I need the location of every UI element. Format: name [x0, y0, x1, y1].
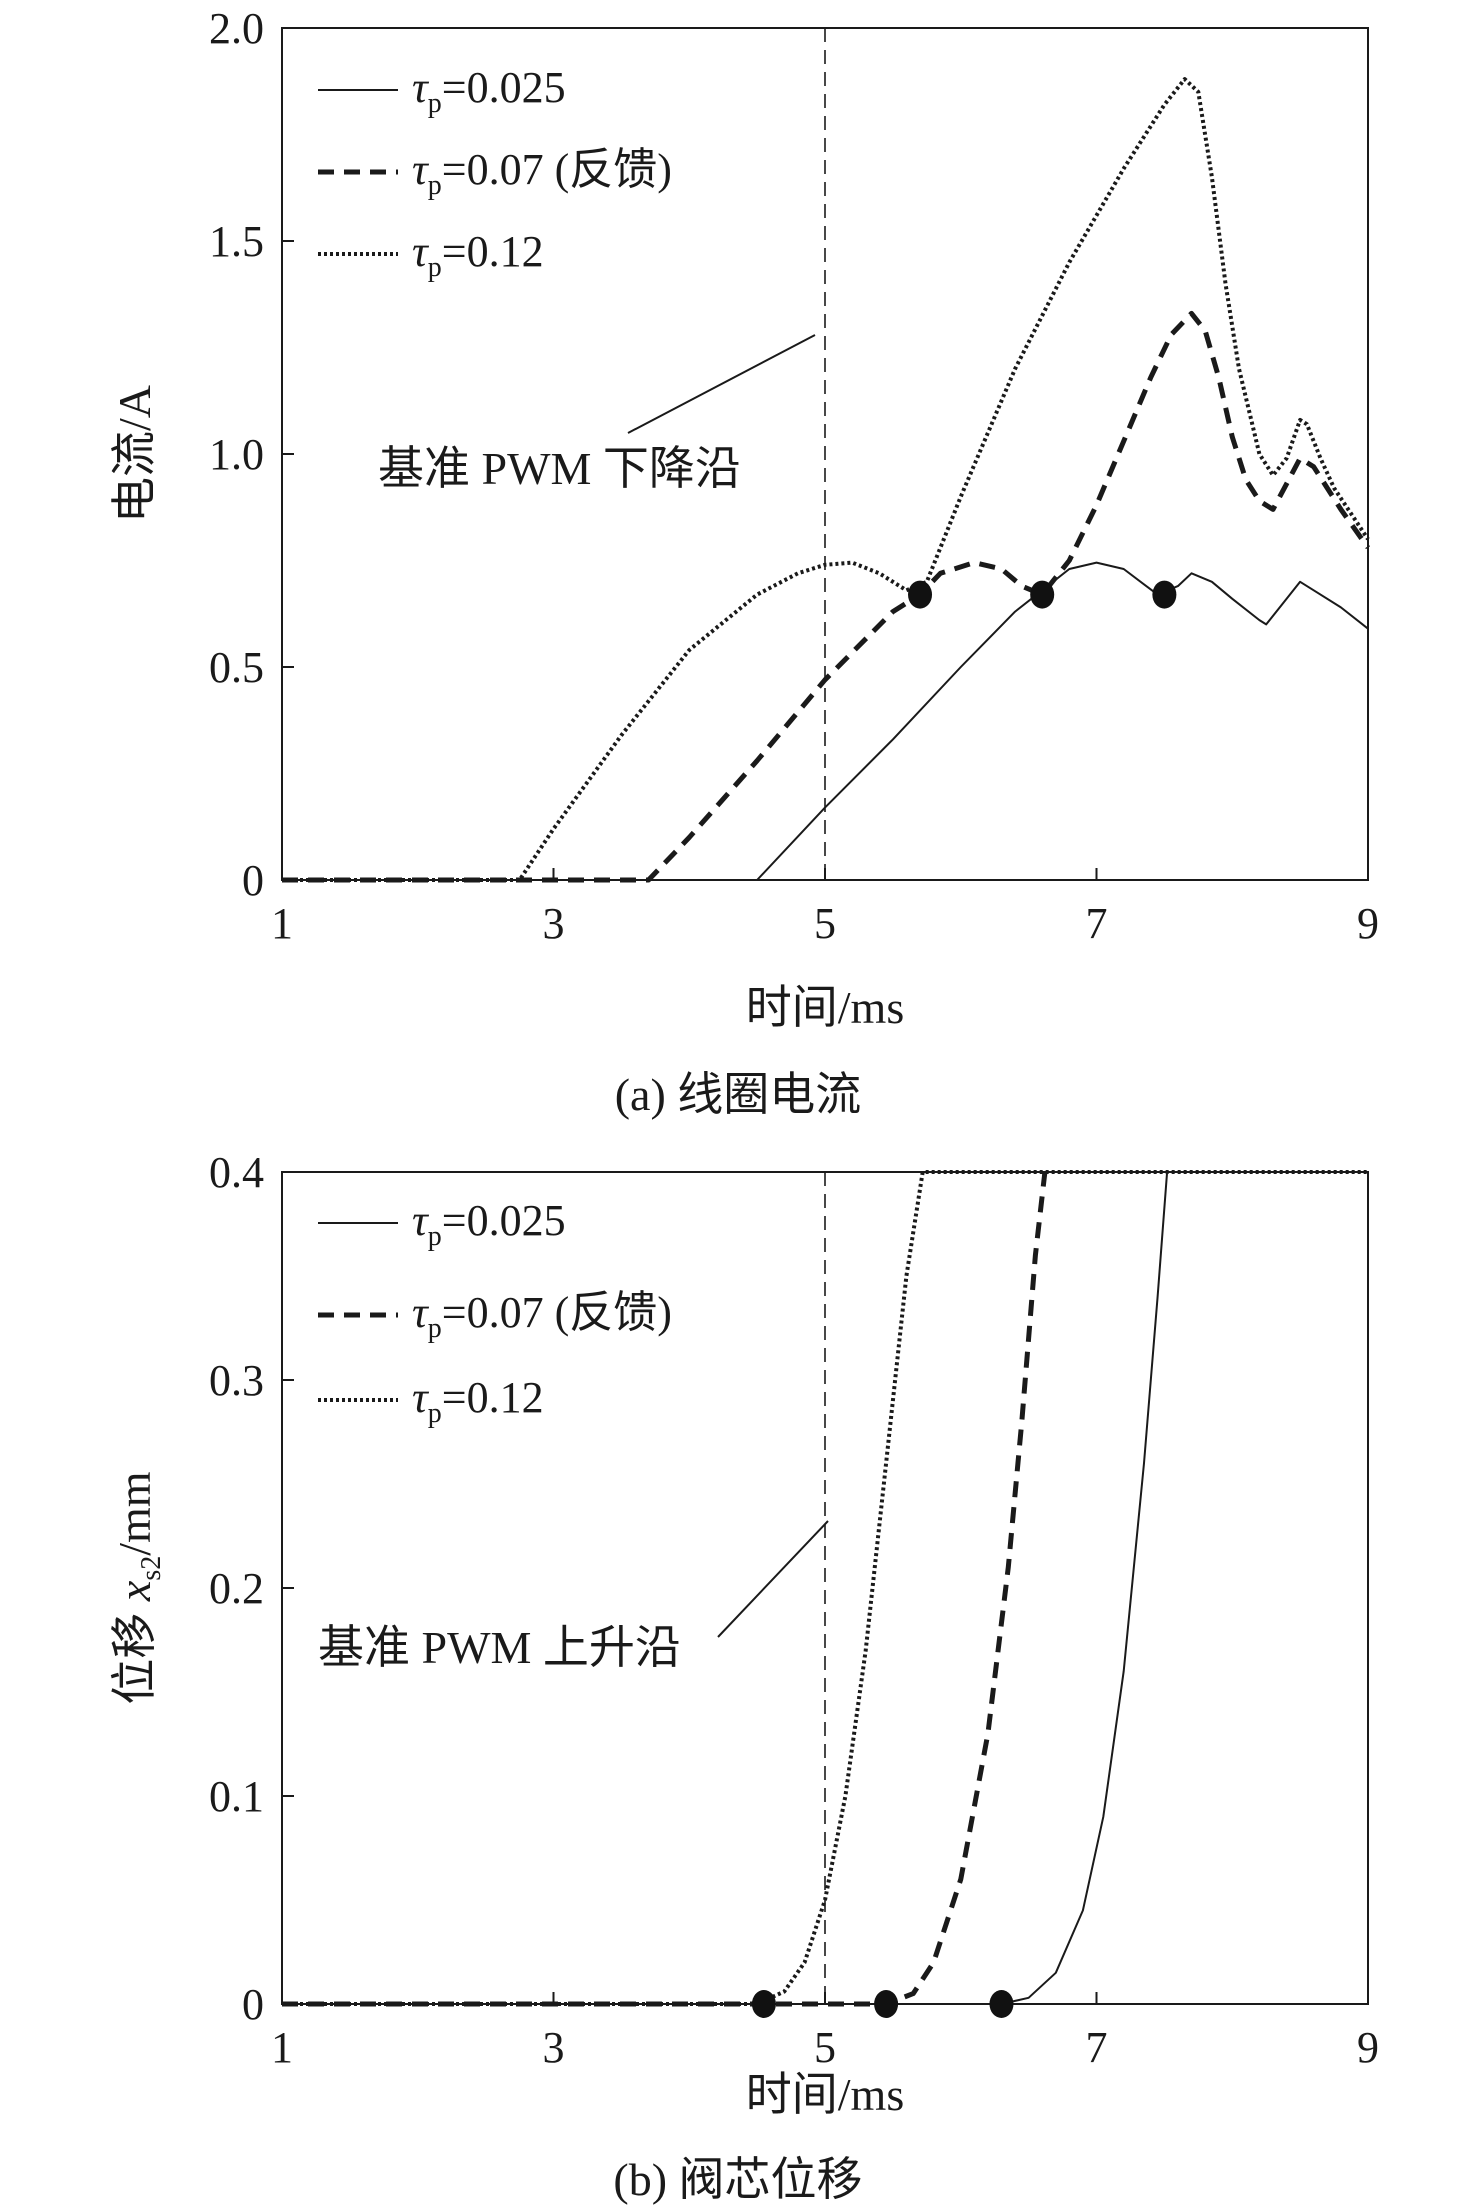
y-tick-label-b-2: 0.2 [209, 1564, 264, 1613]
legend-entry-b-2: τp=0.07 (反馈) [412, 1288, 672, 1344]
marker-a-2 [1152, 580, 1177, 609]
legend-b: τp=0.025 τp=0.07 (反馈) τp=0.12 [318, 1196, 672, 1429]
y-tick-label-a-1: 0.5 [209, 643, 264, 692]
series-group-b [282, 1170, 1368, 2007]
x-tick-label-b-0: 1 [271, 2023, 293, 2072]
y-tick-label-a-0: 0 [242, 856, 264, 905]
annotation-label-b: 基准 PWM 上升沿 [318, 1622, 681, 1673]
y-tick-label-a-4: 2.0 [209, 4, 264, 53]
series-line-b-1 [282, 1171, 1048, 2007]
marker-a-1 [1030, 580, 1055, 609]
caption-a: (a) 线圈电流 [615, 1069, 862, 1120]
legend-entry-b-3: τp=0.12 [412, 1373, 544, 1429]
x-tick-label-b-2: 5 [814, 2023, 836, 2072]
y-tick-label-b-4: 0.4 [209, 1148, 264, 1197]
y-tick-label-a-3: 1.5 [209, 217, 264, 266]
annotation-label-a: 基准 PWM 下降沿 [378, 443, 741, 494]
legend-entry-a-1: τp=0.025 [412, 63, 566, 119]
marker-a-0 [908, 580, 933, 609]
markers-group-b [751, 1990, 1014, 2018]
x-tick-label-a-3: 7 [1086, 899, 1108, 948]
y-axis-label-a: 电流/A [109, 385, 160, 523]
y-tick-label-a-2: 1.0 [209, 430, 264, 479]
x-tick-label-b-4: 9 [1357, 2023, 1379, 2072]
axis-ticks-b: 1 3 5 7 9 0 0.1 0.2 0.3 0.4 [209, 1148, 1379, 2072]
legend-entry-a-2: τp=0.07 (反馈) [412, 145, 672, 201]
y-tick-label-b-1: 0.1 [209, 1772, 264, 1821]
marker-b-1 [874, 1990, 899, 2018]
series-line-b-0 [282, 1171, 1368, 2005]
x-axis-label-b: 时间/ms [746, 2069, 904, 2120]
y-tick-label-b-3: 0.3 [209, 1356, 264, 1405]
markers-group-a [908, 580, 1177, 609]
series-line-a-1 [282, 310, 1371, 883]
legend-entry-a-3: τp=0.12 [412, 227, 544, 283]
annotation-leader-a [627, 334, 816, 434]
x-axis-label-a: 时间/ms [746, 982, 904, 1033]
x-tick-label-a-4: 9 [1357, 899, 1379, 948]
x-tick-label-a-0: 1 [271, 899, 293, 948]
axis-ticks-a: 1 3 5 7 9 0 0.5 1.0 1.5 2.0 [209, 4, 1379, 948]
x-tick-label-b-3: 7 [1086, 2023, 1108, 2072]
x-tick-label-a-1: 3 [543, 899, 565, 948]
caption-b: (b) 阀芯位移 [613, 2154, 862, 2205]
legend-entry-b-1: τp=0.025 [412, 1196, 566, 1252]
marker-b-2 [989, 1990, 1014, 2018]
marker-b-0 [751, 1990, 776, 2018]
panel-a: 1 3 5 7 9 0 0.5 1.0 1.5 2.0 基准 PWM 下降沿 τp=0.025 τ… [109, 4, 1379, 1120]
legend-a: τp=0.025 τp=0.07 (反馈) τp=0.12 [318, 63, 672, 283]
panel-b: 1 3 5 7 9 0 0.1 0.2 0.3 0.4 基准 PWM 上升沿 τp=0.025 τ… [109, 1148, 1379, 2205]
x-tick-label-b-1: 3 [543, 2023, 565, 2072]
series-line-a-2 [282, 77, 1370, 882]
y-tick-label-b-0: 0 [242, 1980, 264, 2029]
x-tick-label-a-2: 5 [814, 899, 836, 948]
annotation-leader-b [717, 1520, 829, 1638]
y-axis-label-b: 位移 xs2/mm [109, 1471, 167, 1704]
